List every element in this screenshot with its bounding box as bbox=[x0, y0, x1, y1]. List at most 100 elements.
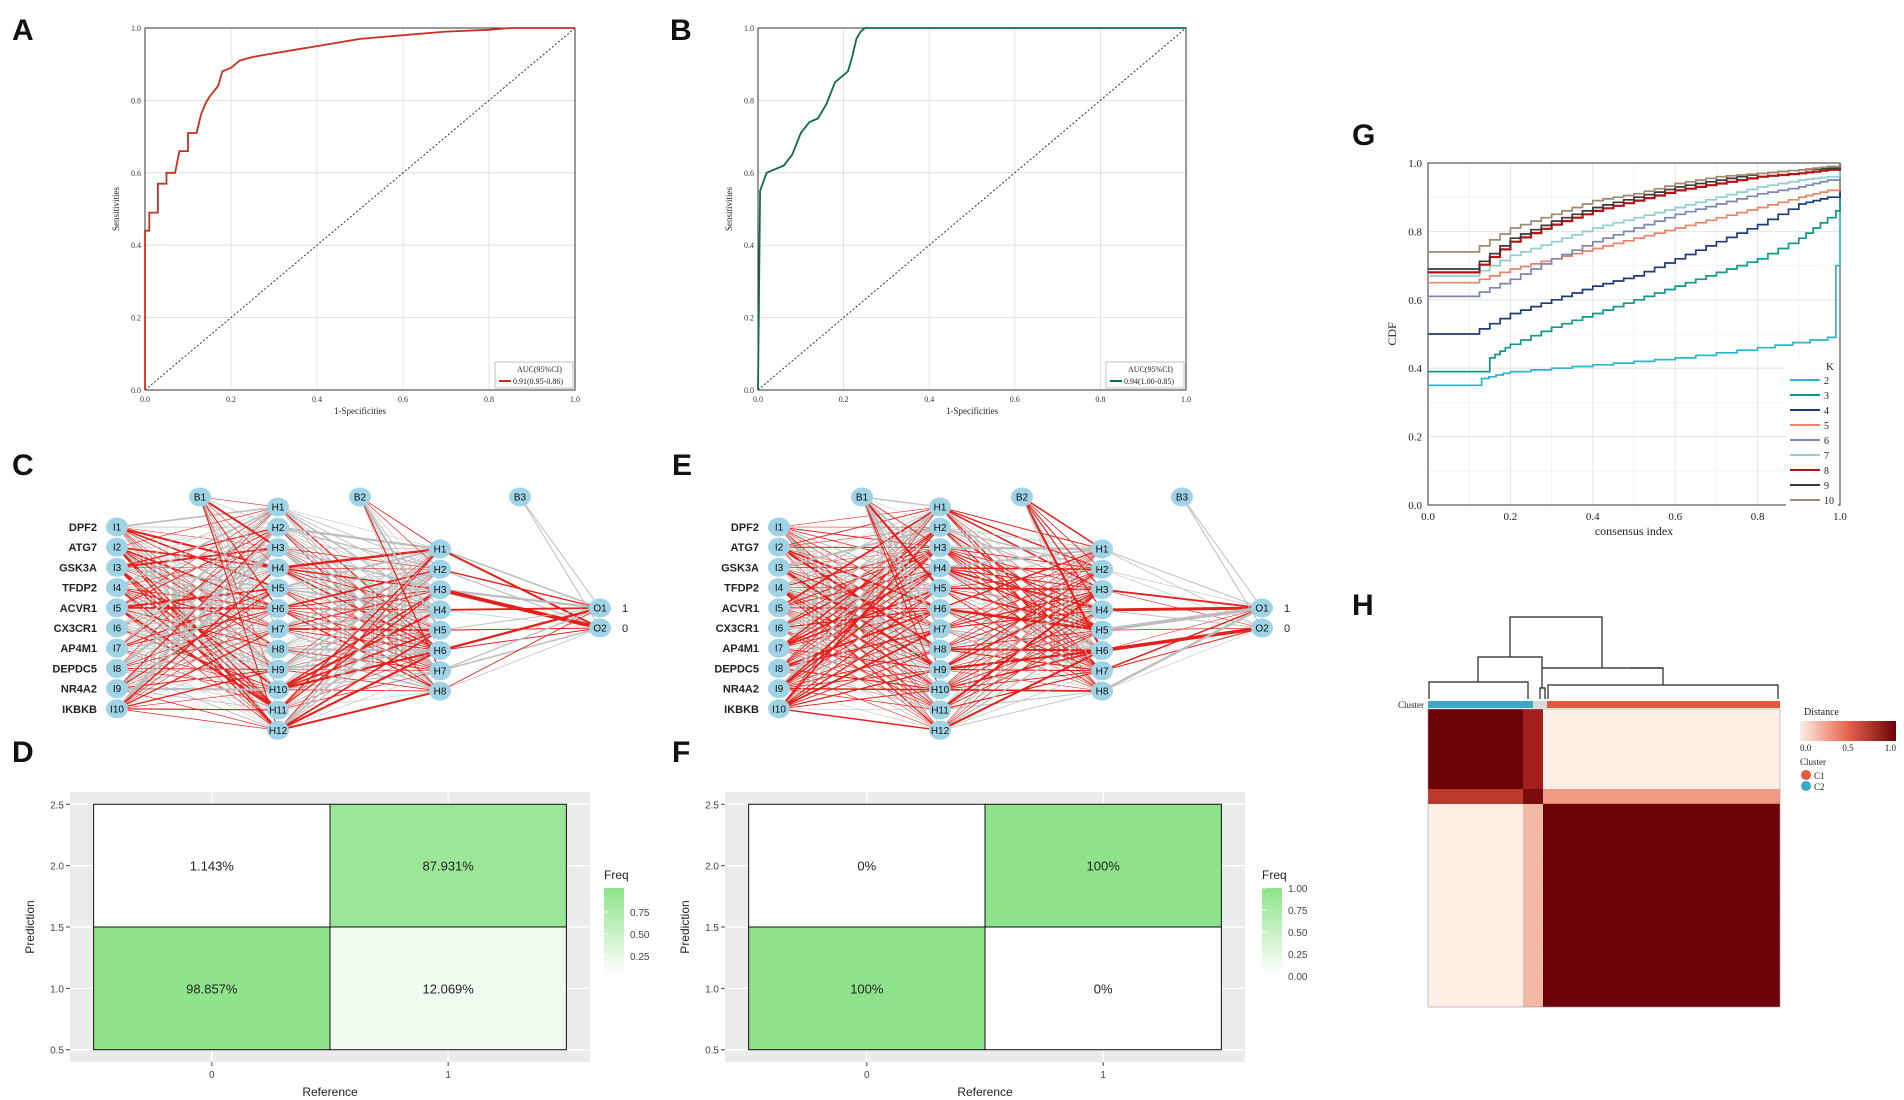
x-axis-title: consensus index bbox=[1595, 524, 1673, 538]
network-node-label: O1 bbox=[1255, 604, 1269, 615]
panel-label-b: B bbox=[670, 14, 692, 47]
network-node bbox=[768, 618, 790, 638]
network-node-label: B2 bbox=[1016, 493, 1029, 504]
network-node-label: I10 bbox=[772, 704, 786, 715]
network-edge bbox=[1101, 607, 1263, 651]
network-edge bbox=[116, 506, 279, 669]
input-gene-label: CX3CR1 bbox=[716, 623, 759, 635]
confusion-cell-label: 12.069% bbox=[423, 981, 475, 996]
network-node-label: H3 bbox=[434, 585, 447, 596]
network-node bbox=[1091, 620, 1113, 640]
y-axis-title: Sensitivities bbox=[724, 187, 734, 232]
network-edge bbox=[277, 568, 441, 731]
network-edge bbox=[939, 548, 1103, 731]
x-tick-label: 1 bbox=[445, 1070, 451, 1081]
y-tick-label: 0.6 bbox=[131, 169, 141, 178]
panel-label-g: G bbox=[1352, 119, 1375, 152]
network-node-label: H1 bbox=[934, 503, 947, 514]
network-edge bbox=[1101, 606, 1263, 632]
y-tick-label: 0.0 bbox=[1408, 500, 1422, 512]
legend-entry: 0.91(0.95-0.86) bbox=[513, 377, 563, 386]
network-node bbox=[768, 578, 790, 598]
network-node bbox=[1251, 618, 1273, 638]
network-node bbox=[267, 720, 289, 740]
network-node bbox=[929, 720, 951, 740]
network-node bbox=[929, 578, 951, 598]
network-edge bbox=[116, 506, 279, 528]
network-node bbox=[106, 679, 128, 699]
cdf-line-k6 bbox=[1428, 163, 1841, 298]
network-node bbox=[267, 538, 289, 558]
network-edge bbox=[199, 496, 279, 569]
network-node-label: H1 bbox=[272, 503, 285, 514]
network-edge bbox=[939, 546, 1103, 551]
y-axis-title: Sensitivities bbox=[111, 187, 121, 232]
network-edge bbox=[199, 496, 279, 609]
network-edge bbox=[439, 607, 601, 672]
y-tick-label: 0.6 bbox=[744, 169, 754, 178]
y-tick-label: 0.8 bbox=[744, 96, 754, 105]
network-node-label: O2 bbox=[1255, 624, 1269, 635]
network-node bbox=[267, 497, 289, 517]
network-node bbox=[768, 699, 790, 719]
network-node-label: H6 bbox=[934, 604, 947, 615]
network-node bbox=[267, 639, 289, 659]
network-node-label: I3 bbox=[113, 563, 122, 574]
network-node bbox=[929, 639, 951, 659]
network-node bbox=[349, 487, 371, 507]
y-tick-label: 0.5 bbox=[705, 1046, 719, 1057]
legend-entry: 0.94(1.00-0.85) bbox=[1124, 377, 1174, 386]
network-node bbox=[106, 658, 128, 678]
network-edge bbox=[861, 496, 941, 528]
confusion-cell-label: 100% bbox=[850, 981, 884, 996]
network-node-label: O1 bbox=[593, 604, 607, 615]
network-node-label: I3 bbox=[775, 563, 784, 574]
dendrogram bbox=[1428, 616, 1779, 699]
network-node bbox=[267, 517, 289, 537]
network-edge bbox=[939, 548, 1103, 589]
y-tick-label: 1.0 bbox=[50, 984, 64, 995]
legend-tick-label: 0.75 bbox=[630, 908, 650, 919]
x-axis-title: Reference bbox=[302, 1085, 358, 1099]
confusion-cell bbox=[984, 926, 1222, 1051]
x-tick-label: 0.8 bbox=[1095, 395, 1105, 404]
x-axis-title: 1-Specificities bbox=[334, 406, 386, 416]
cluster-bar-c2 bbox=[1428, 701, 1533, 708]
dendrogram-branch bbox=[1428, 681, 1529, 699]
network-node-label: H12 bbox=[931, 726, 950, 737]
output-class-label: 0 bbox=[622, 623, 628, 635]
input-gene-label: DEPDC5 bbox=[714, 663, 759, 675]
network-edge bbox=[277, 526, 441, 551]
network-edge bbox=[778, 506, 941, 589]
network-edge bbox=[439, 627, 601, 692]
network-edge bbox=[1181, 496, 1263, 629]
input-gene-label: TFDP2 bbox=[62, 583, 97, 595]
network-edge bbox=[939, 568, 1103, 731]
network-edge bbox=[116, 628, 279, 710]
y-tick-label: 2.5 bbox=[50, 800, 64, 811]
heatmap-block-c1 bbox=[1543, 804, 1780, 1007]
legend-tick-label: 1.00 bbox=[1288, 884, 1308, 895]
dendrogram-branch bbox=[1509, 616, 1603, 668]
distance-legend-tick: 0.5 bbox=[1842, 743, 1854, 753]
network-node bbox=[929, 517, 951, 537]
color-legend-bar bbox=[604, 888, 624, 976]
x-tick-label: 0.2 bbox=[1504, 511, 1518, 523]
network-edge bbox=[861, 496, 941, 548]
network-edge bbox=[939, 629, 1103, 731]
network-node bbox=[106, 517, 128, 537]
network-edge bbox=[778, 506, 941, 710]
network-node bbox=[1091, 641, 1113, 660]
network-edge bbox=[861, 496, 941, 690]
input-gene-label: CX3CR1 bbox=[54, 623, 97, 635]
network-node-label: I6 bbox=[775, 624, 784, 635]
network-edge bbox=[1021, 496, 1103, 570]
confusion-cell bbox=[748, 926, 986, 1051]
network-node bbox=[768, 517, 790, 537]
heatmap-transition bbox=[1543, 789, 1780, 804]
network-node-label: I2 bbox=[113, 543, 122, 554]
y-tick-label: 1.0 bbox=[744, 24, 754, 33]
network-edge bbox=[1181, 496, 1263, 609]
dendrogram-branch bbox=[1547, 684, 1779, 699]
network-node-label: H4 bbox=[272, 563, 285, 574]
